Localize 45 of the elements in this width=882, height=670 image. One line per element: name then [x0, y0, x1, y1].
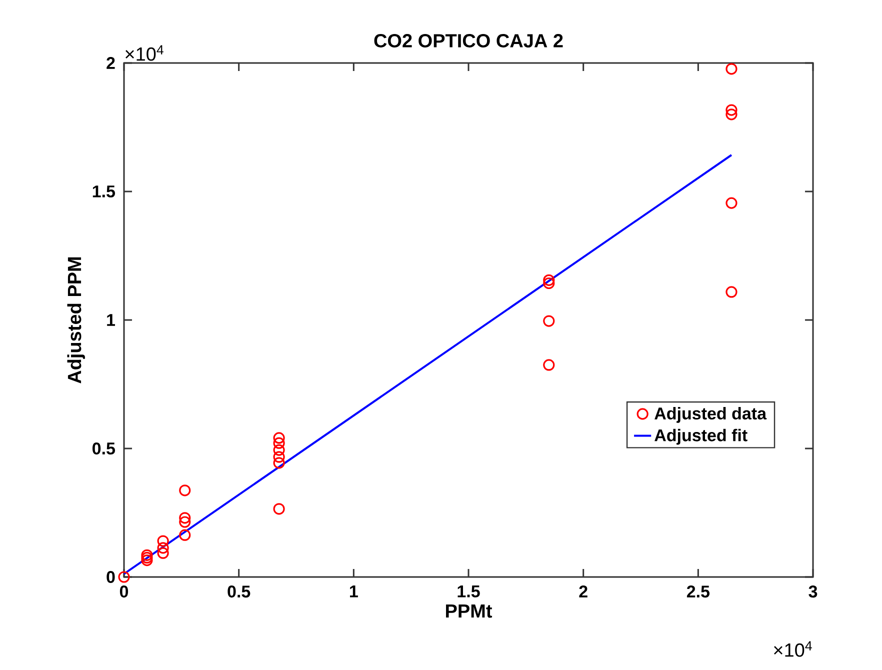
- text: ×10$^{4}$: [774, 641, 812, 657]
- point: [179, 512, 191, 524]
- point: [141, 552, 153, 564]
- y-axis-title: Adjusted PPM: [67, 257, 85, 384]
- point: [141, 554, 153, 566]
- y-tick-label: 1: [107, 314, 116, 326]
- x-axis-title: PPMt: [446, 604, 492, 618]
- point: [273, 437, 285, 449]
- point: [273, 444, 285, 456]
- legend-label: Adjusted data: [654, 407, 767, 423]
- point: [179, 484, 191, 496]
- point: [543, 315, 555, 327]
- point: [179, 529, 191, 541]
- point: [543, 274, 555, 286]
- point: [273, 503, 285, 515]
- x-tick-label: 0: [120, 586, 128, 598]
- point: [157, 542, 169, 554]
- point: [543, 277, 555, 290]
- point: [726, 197, 738, 209]
- point: [118, 571, 130, 583]
- x-tick-label: 1: [350, 586, 358, 598]
- text: ×10$^{4}$: [126, 45, 164, 61]
- point: [157, 535, 169, 547]
- y-tick-label: 2: [106, 57, 115, 69]
- x-tick-label: 3: [808, 586, 818, 598]
- point: [273, 457, 285, 469]
- point: [726, 286, 738, 298]
- point: [543, 359, 555, 371]
- point: [273, 451, 285, 463]
- y-tick-label: 1.5: [92, 186, 116, 198]
- point: [726, 104, 738, 116]
- x-tick-label: 2.5: [686, 586, 710, 598]
- x-tick-label: 1.5: [458, 586, 480, 598]
- point: [141, 549, 153, 561]
- y-tick-label: 0: [106, 570, 115, 584]
- point: [273, 432, 285, 444]
- point: [157, 547, 169, 559]
- point: [726, 108, 738, 120]
- y-tick-label: 0.5: [92, 442, 116, 455]
- x-tick-label: 2: [579, 586, 588, 598]
- x-tick-label: 0.5: [228, 586, 250, 598]
- point: [726, 63, 738, 75]
- legend-label: Adjusted fit: [654, 428, 748, 445]
- chart-title: CO2 OPTICO CAJA 2: [374, 34, 563, 48]
- point: [179, 516, 191, 528]
